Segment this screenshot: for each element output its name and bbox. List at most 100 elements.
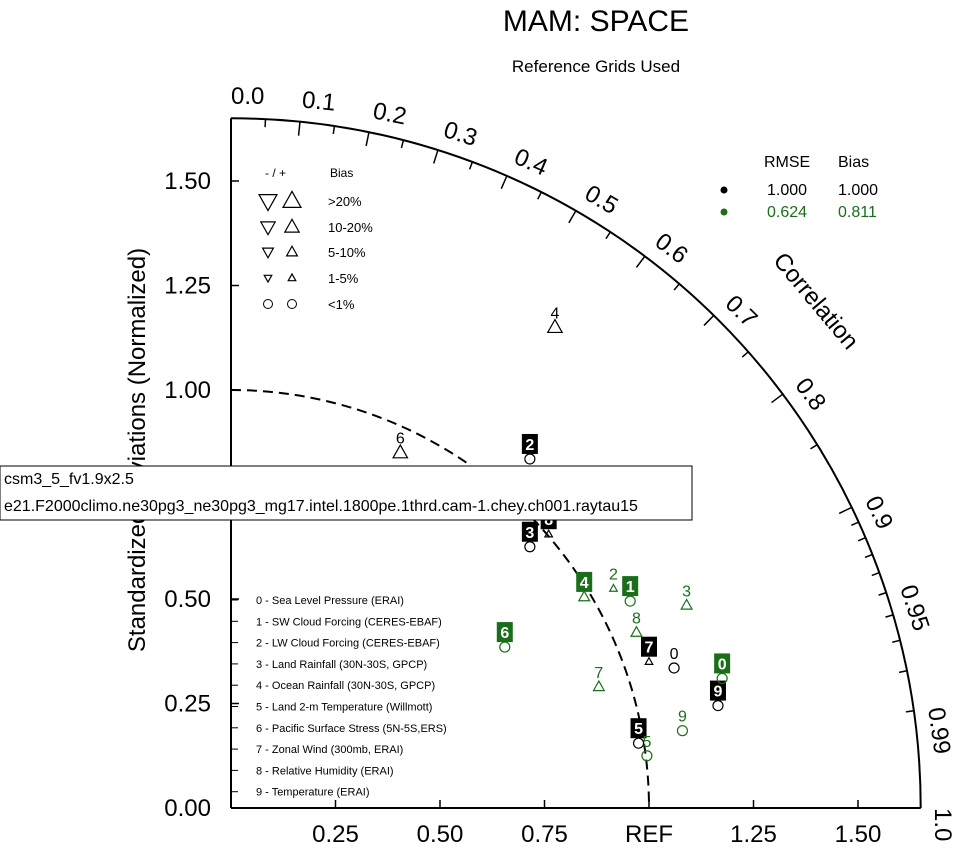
y-axis-label: Standardized Deviations (Normalized): [124, 248, 151, 652]
point-case1-6-marker: [392, 443, 409, 459]
correlation-label: 0.9: [859, 492, 898, 534]
point-case2-7-marker: [592, 679, 606, 692]
case-legend-name-1: csm3_5_fv1.9x2.5: [4, 471, 134, 488]
correlation-tick-mark: [851, 521, 859, 527]
point-case2-4-label-box: [576, 571, 593, 592]
stats-dot-case-2: [720, 208, 728, 216]
point-case2-9-marker: [676, 725, 689, 737]
correlation-tick-mark: [703, 314, 715, 326]
correlation-tick-mark: [771, 393, 784, 404]
point-case1-6-label: 6: [396, 431, 405, 448]
correlation-tick-mark: [871, 571, 880, 577]
point-case2-6-marker: [499, 641, 511, 653]
correlation-tick-mark: [400, 140, 405, 149]
correlation-tick-mark: [741, 351, 749, 358]
y-tick-label: 0.50: [164, 586, 211, 613]
stats-bias-case-1: 1.000: [838, 182, 878, 199]
variable-legend-item: 3 - Land Rainfall (30N-30S, GPCP): [256, 659, 427, 671]
correlation-label: 0.8: [790, 373, 832, 416]
correlation-tick-mark: [898, 670, 908, 674]
y-tick-label: 1.50: [164, 168, 211, 195]
correlation-tick-mark: [905, 709, 914, 713]
correlation-label: 0.0: [231, 83, 264, 110]
correlation-tick-mark: [635, 255, 646, 268]
bias-legend-neg-symbol: [261, 247, 275, 259]
bias-legend-neg-symbol: [257, 194, 279, 212]
correlation-tick-mark: [878, 591, 887, 596]
point-case1-7-label-box: [641, 636, 657, 657]
correlation-tick-mark: [537, 191, 543, 200]
point-case2-5-label: 5: [642, 734, 651, 751]
axes: 0.250.500.75REF1.251.500.000.250.500.751…: [164, 117, 922, 848]
case-legend-box: [0, 465, 693, 521]
point-case2-7-label: 7: [594, 665, 603, 682]
correlation-tick-mark: [500, 175, 508, 190]
point-case2-5-marker: [641, 750, 653, 762]
bias-legend-pos-symbol: [283, 218, 301, 233]
point-case2-2-label: 2: [609, 567, 618, 584]
correlation-axis-label: Correlation: [768, 248, 864, 355]
correlation-label: 0.5: [580, 180, 622, 220]
point-case1-3-marker: [524, 541, 536, 553]
x-tick-label: 0.25: [312, 821, 359, 848]
correlation-tick-mark: [885, 614, 894, 618]
stats-header-rmse: RMSE: [764, 154, 810, 171]
x-tick-label: 0.75: [521, 821, 568, 848]
correlation-label: 1.0: [929, 808, 956, 841]
correlation-tick-mark: [297, 121, 301, 136]
point-case2-8-marker: [630, 625, 643, 637]
correlation-tick-mark: [673, 283, 680, 291]
point-case2-4-marker: [577, 589, 591, 602]
point-case2-0-label: 0: [718, 656, 727, 673]
bias-legend-pos-symbol: [287, 272, 297, 282]
y-tick-label: 0.25: [164, 691, 211, 718]
correlation-tick-mark: [332, 125, 336, 135]
legends: >20% 10-20% 5-10% 1-5% <1% 0 - Sea Level Pres…: [231, 190, 447, 799]
correlation-label: 0.95: [894, 582, 934, 635]
bias-legend-bias-header: Bias: [330, 166, 353, 180]
correlation-tick-mark: [838, 506, 853, 515]
point-case1-2-label: 2: [525, 437, 534, 454]
point-case2-4-label: 4: [580, 575, 589, 592]
point-case2-0-label-box: [714, 653, 731, 674]
correlation-label: 0.2: [371, 97, 409, 130]
bias-legend-pos-symbol: [287, 299, 297, 309]
correlation-label: 0.1: [301, 86, 337, 116]
point-case2-6-label-box: [496, 622, 513, 643]
correlation-tick-mark: [365, 132, 370, 147]
bias-legend-label: <1%: [328, 297, 355, 312]
point-case1-2-marker: [524, 453, 536, 465]
point-case2-8-label: 8: [632, 610, 641, 627]
correlation-tick-mark: [605, 231, 611, 240]
bias-legend-label: 5-10%: [328, 245, 366, 260]
chart-title: MAM: SPACE: [503, 5, 689, 38]
variable-legend-item: 9 - Temperature (ERAI): [256, 787, 370, 799]
point-case1-8-marker: [543, 528, 554, 538]
point-case2-3-label: 3: [682, 583, 691, 600]
point-case2-6-label: 6: [500, 625, 509, 642]
bias-legend-sign-header: - / +: [265, 166, 286, 180]
point-case1-4-label: 4: [550, 305, 559, 322]
correlation-label: 0.3: [440, 116, 480, 152]
correlation-label: 0.4: [510, 143, 551, 181]
x-tick-label: 1.25: [730, 821, 777, 848]
point-case1-3-label-box: [521, 521, 538, 542]
variable-legend-item: 5 - Land 2-m Temperature (Willmott): [256, 702, 432, 714]
correlation-label: 0.6: [650, 228, 693, 270]
outer-arc: [230, 117, 922, 809]
bias-legend-label: 10-20%: [328, 220, 373, 235]
bias-legend-neg-symbol: [263, 274, 273, 284]
stats-rmse-case-1: 1.000: [767, 182, 807, 199]
x-tick-label: 0.50: [417, 821, 464, 848]
point-case2-2-marker: [608, 583, 619, 592]
variable-legend-item: 8 - Relative Humidity (ERAI): [256, 765, 394, 777]
x-tick-label: 1.50: [835, 821, 882, 848]
bias-legend-label: >20%: [328, 194, 362, 209]
bias-legend-neg-symbol: [259, 221, 277, 236]
stats-dot-case-1: [720, 186, 728, 194]
variable-legend-item: 4 - Ocean Rainfall (30N-30S, GPCP): [256, 680, 435, 692]
correlation-tick-mark: [864, 553, 873, 559]
point-case1-8-label: 8: [544, 512, 553, 529]
point-case1-0-marker: [668, 662, 680, 674]
stats-bias-case-2: 0.811: [838, 204, 877, 221]
